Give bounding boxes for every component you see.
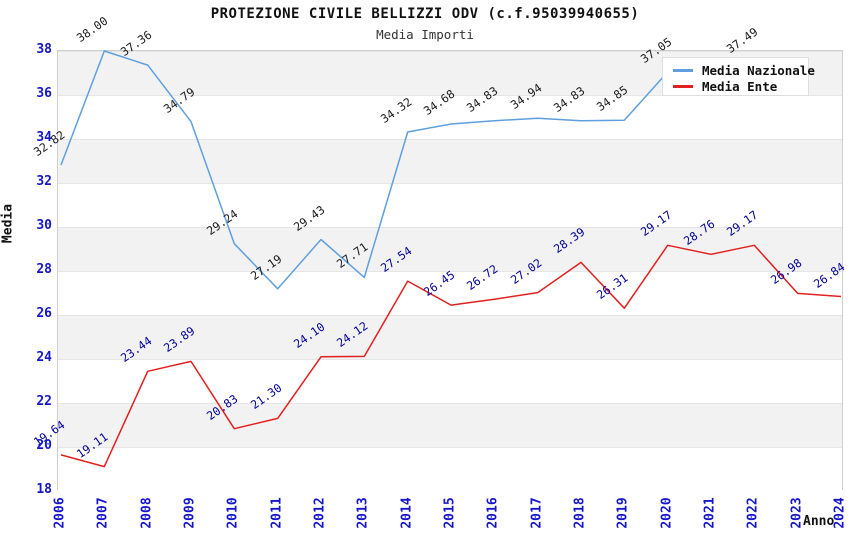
band (58, 183, 842, 227)
x-tick-label: 2016 (485, 497, 501, 529)
x-tick-label: 2015 (442, 497, 458, 529)
x-tick-label: 2021 (702, 497, 718, 529)
y-tick-label: 32 (36, 174, 52, 189)
x-axis-title: Anno (803, 514, 835, 529)
x-tick-label: 2011 (269, 497, 285, 529)
x-tick-label: 2017 (529, 497, 545, 529)
band (58, 95, 842, 139)
x-tick-label: 2018 (572, 497, 588, 529)
legend-box: Media Nazionale Media Ente (662, 57, 815, 96)
y-tick-label: 28 (36, 262, 52, 277)
legend-label: Media Nazionale (702, 62, 815, 78)
gridline (58, 315, 842, 316)
x-tick-label: 2014 (399, 497, 415, 529)
x-tick-label: 2023 (789, 497, 805, 529)
legend-item-media-ente: Media Ente (673, 78, 808, 94)
band (58, 139, 842, 183)
x-tick-label: 2024 (832, 497, 848, 529)
chart-subtitle: Media Importi (376, 27, 474, 42)
y-tick-label: 20 (36, 438, 52, 453)
gridline (58, 447, 842, 448)
gridline (58, 95, 842, 96)
x-tick-label: 2013 (355, 497, 371, 529)
x-tick-label: 2009 (182, 497, 198, 529)
band (58, 447, 842, 491)
series-line-media-ente (60, 244, 842, 468)
legend-label: Media Ente (702, 78, 778, 94)
band (58, 315, 842, 359)
y-axis-title: Media (0, 203, 16, 244)
y-tick-label: 26 (36, 306, 52, 321)
x-tick-label: 2010 (225, 497, 241, 529)
series-lines (60, 50, 842, 468)
x-tick-label: 2019 (615, 497, 631, 529)
y-tick-label: 18 (36, 482, 52, 497)
x-tick-label: 2006 (52, 497, 68, 529)
y-tick-label: 30 (36, 218, 52, 233)
x-tick-label: 2012 (312, 497, 328, 529)
gridline (58, 227, 842, 228)
band (58, 403, 842, 447)
band (58, 359, 842, 403)
y-tick-label: 24 (36, 350, 52, 365)
y-tick-label: 36 (36, 86, 52, 101)
gridline (58, 183, 842, 184)
band (58, 227, 842, 271)
y-tick-label: 34 (36, 130, 52, 145)
gridline (58, 359, 842, 360)
gridline (58, 139, 842, 140)
gridline (58, 51, 842, 52)
media-ente-line-swatch-icon (673, 84, 693, 88)
plot-area: 32.82 38.00 37.36 34.79 29.24 27.19 29.43 27.71… (31, 14, 847, 491)
chart-title: PROTEZIONE CIVILE BELLIZZI ODV (c.f.9503… (210, 6, 640, 22)
series-line-media-nazionale (60, 50, 755, 290)
band (58, 271, 842, 315)
y-tick-label: 38 (36, 42, 52, 57)
x-tick-label: 2022 (745, 497, 761, 529)
x-tick-label: 2007 (95, 497, 111, 529)
x-tick-label: 2020 (659, 497, 675, 529)
y-tick-label: 22 (36, 394, 52, 409)
x-tick-label: 2008 (139, 497, 155, 529)
gridline (58, 403, 842, 404)
gridline (58, 271, 842, 272)
legend-item-media-nazionale: Media Nazionale (673, 62, 815, 78)
media-nazionale-line-swatch-icon (673, 68, 693, 72)
